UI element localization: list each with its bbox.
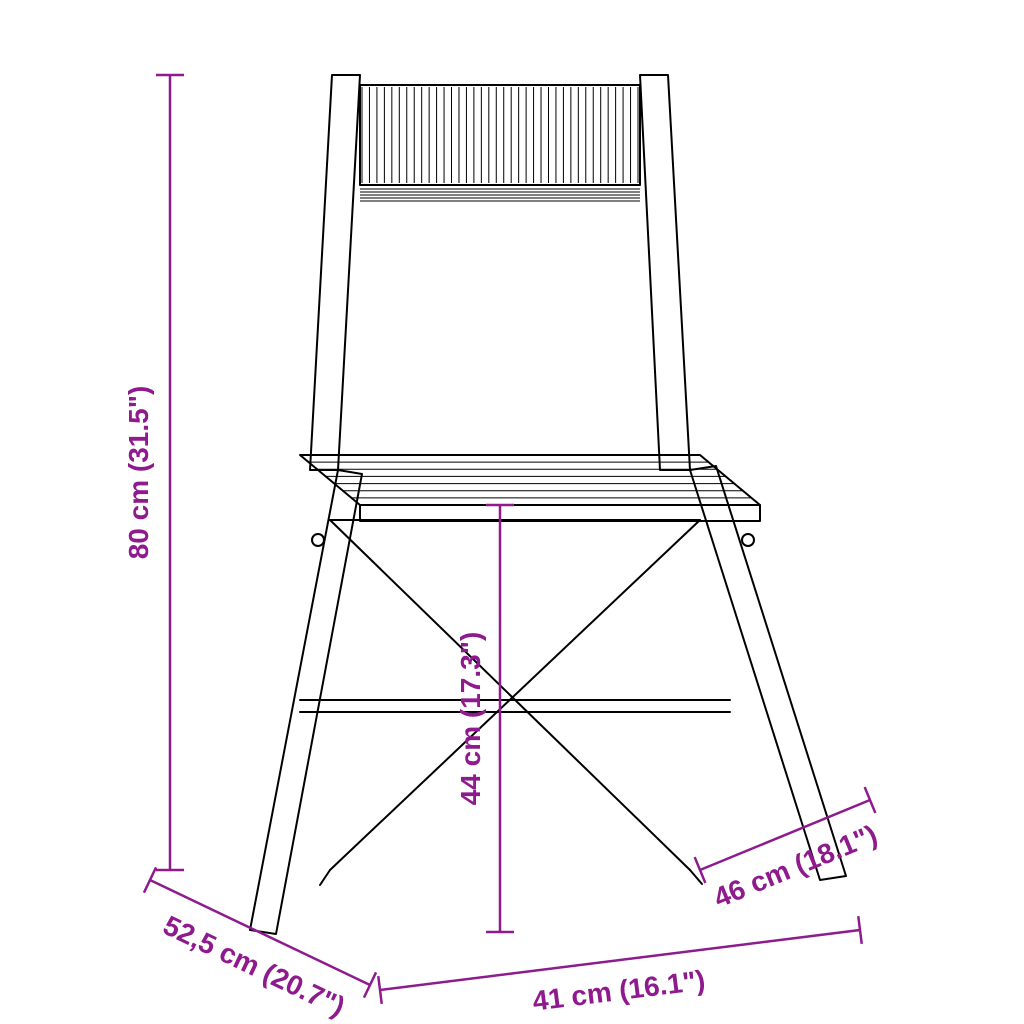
- dim-total-height: 80 cm (31.5"): [123, 386, 154, 560]
- dim-seat-height: 44 cm (17.3"): [455, 632, 486, 806]
- dim-depth-seat: 46 cm (18.1"): [709, 819, 881, 914]
- dim-width-front: 41 cm (16.1"): [531, 964, 707, 1016]
- dim-depth-ground: 52,5 cm (20.7"): [159, 910, 350, 1023]
- chair-drawing: [360, 85, 640, 185]
